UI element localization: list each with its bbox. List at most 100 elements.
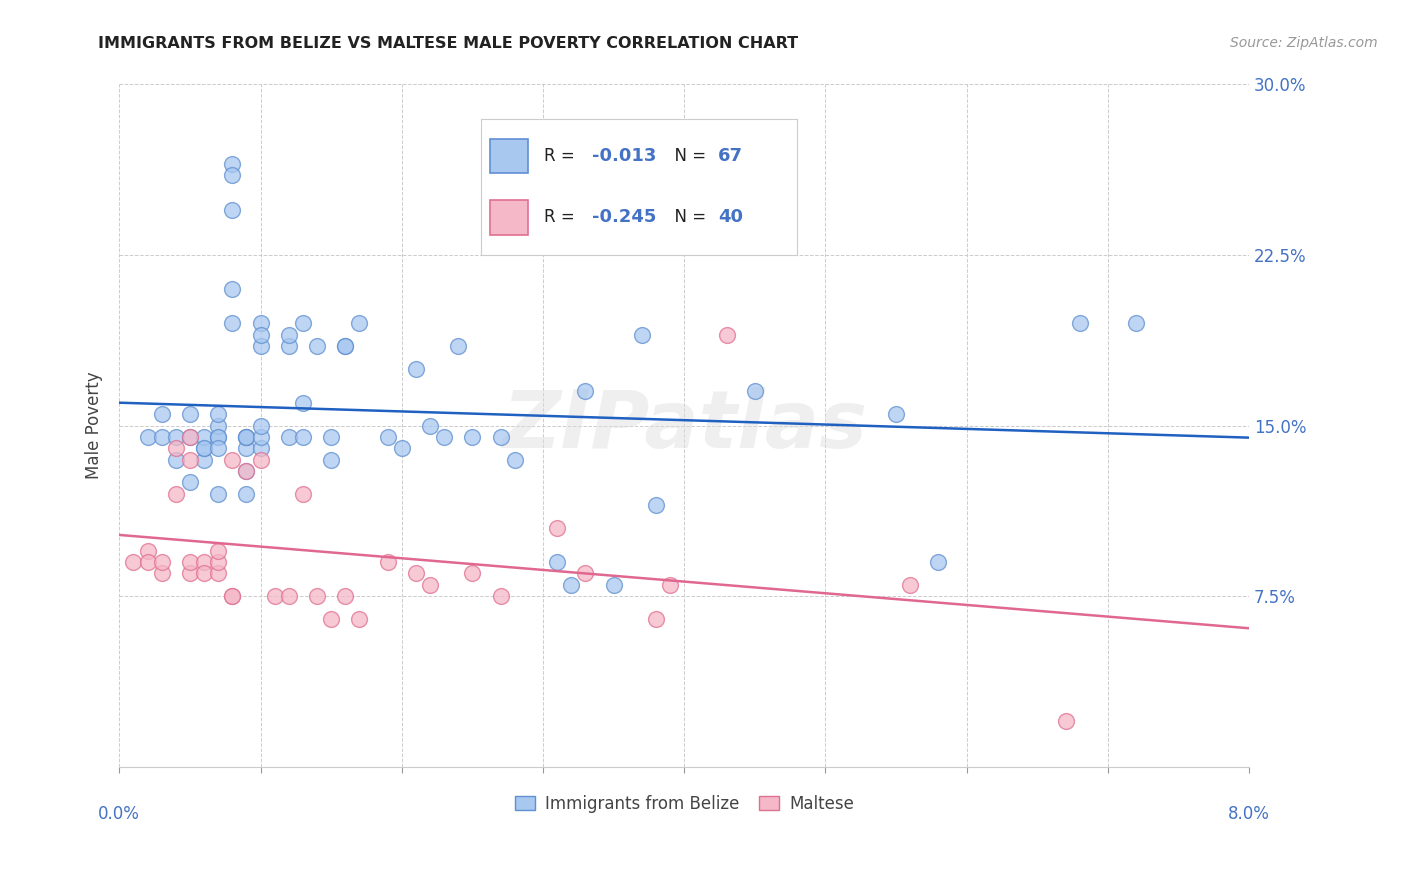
Point (884, 407, 907, 421)
Point (165, 442, 187, 456)
Point (165, 487, 187, 501)
Point (659, 577, 682, 591)
Point (221, 589, 243, 603)
Point (165, 430, 187, 444)
Point (136, 430, 159, 444)
Point (249, 442, 271, 456)
Point (207, 555, 229, 569)
Point (291, 430, 314, 444)
Point (221, 452, 243, 467)
Point (193, 430, 215, 444)
Point (249, 418, 271, 433)
Point (391, 442, 413, 456)
Point (574, 566, 596, 581)
Text: 8.0%: 8.0% (1229, 805, 1270, 823)
Point (277, 327, 299, 342)
Point (179, 430, 201, 444)
Point (335, 339, 357, 353)
Point (335, 589, 357, 603)
Point (193, 442, 215, 456)
Point (489, 430, 512, 444)
Point (433, 430, 456, 444)
Point (207, 543, 229, 558)
Point (207, 566, 229, 581)
Point (419, 418, 441, 433)
Point (744, 384, 766, 399)
Point (405, 566, 427, 581)
Point (207, 430, 229, 444)
Point (321, 612, 343, 626)
Point (602, 577, 624, 591)
Text: Source: ZipAtlas.com: Source: ZipAtlas.com (1230, 36, 1378, 50)
Point (631, 327, 654, 342)
Point (546, 555, 568, 569)
Point (249, 430, 271, 444)
Point (193, 452, 215, 467)
Text: 0.0%: 0.0% (98, 805, 141, 823)
Point (207, 430, 229, 444)
Point (277, 339, 299, 353)
Point (179, 407, 201, 421)
Point (179, 555, 201, 569)
Point (207, 442, 229, 456)
Point (221, 169, 243, 183)
Text: IMMIGRANTS FROM BELIZE VS MALTESE MALE POVERTY CORRELATION CHART: IMMIGRANTS FROM BELIZE VS MALTESE MALE P… (98, 36, 799, 51)
Point (193, 442, 215, 456)
Point (179, 430, 201, 444)
Point (193, 566, 215, 581)
Point (221, 316, 243, 330)
Point (150, 407, 173, 421)
Point (349, 316, 371, 330)
Point (207, 487, 229, 501)
Point (461, 430, 484, 444)
Point (560, 577, 582, 591)
Point (249, 316, 271, 330)
Point (291, 487, 314, 501)
Point (249, 339, 271, 353)
Point (503, 452, 526, 467)
Point (1069, 316, 1091, 330)
Point (305, 589, 328, 603)
Point (235, 487, 257, 501)
Point (405, 361, 427, 376)
Point (136, 555, 159, 569)
Point (150, 566, 173, 581)
Point (927, 555, 949, 569)
Point (291, 396, 314, 410)
Point (235, 430, 257, 444)
Point (377, 555, 399, 569)
Point (489, 589, 512, 603)
Point (305, 339, 328, 353)
Point (150, 430, 173, 444)
Legend: Immigrants from Belize, Maltese: Immigrants from Belize, Maltese (508, 789, 860, 820)
Point (235, 464, 257, 478)
Point (263, 589, 285, 603)
Point (461, 566, 484, 581)
Point (179, 475, 201, 490)
Point (291, 316, 314, 330)
Point (335, 339, 357, 353)
Point (277, 589, 299, 603)
Point (179, 566, 201, 581)
Point (1125, 316, 1147, 330)
Point (349, 612, 371, 626)
Point (447, 339, 470, 353)
Point (235, 430, 257, 444)
Point (193, 555, 215, 569)
Point (249, 452, 271, 467)
Point (136, 543, 159, 558)
Point (122, 555, 145, 569)
Point (235, 430, 257, 444)
Point (235, 464, 257, 478)
Point (321, 430, 343, 444)
Point (179, 452, 201, 467)
Point (321, 452, 343, 467)
Point (221, 589, 243, 603)
Point (574, 384, 596, 399)
Point (221, 282, 243, 296)
Point (150, 555, 173, 569)
Point (898, 577, 921, 591)
Point (249, 327, 271, 342)
Point (546, 521, 568, 535)
Point (165, 452, 187, 467)
